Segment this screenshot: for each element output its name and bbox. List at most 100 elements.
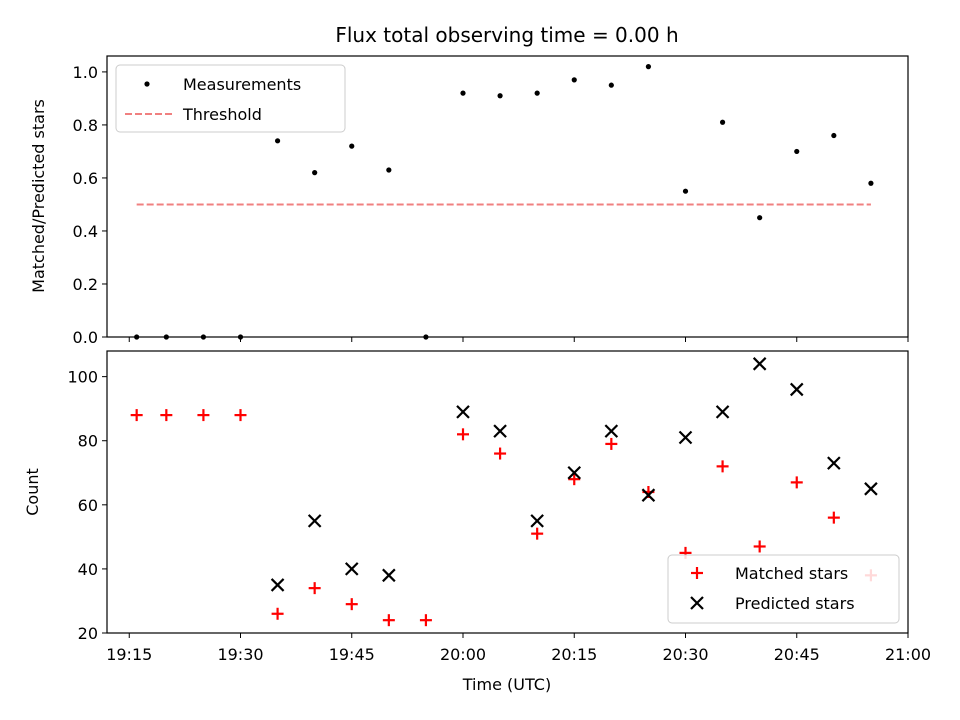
- top-y-tick-label: 1.0: [73, 63, 98, 82]
- x-tick-label: 20:00: [440, 645, 486, 664]
- top-y-tick-label: 0.6: [73, 169, 98, 188]
- x-tick-label: 20:30: [662, 645, 708, 664]
- top-y-tick-label: 0.8: [73, 116, 98, 135]
- predicted-star-stroke-b: [752, 357, 767, 371]
- predicted-star-stroke-b: [493, 424, 507, 438]
- matched-star-point: [345, 598, 358, 611]
- predicted-star-point: [604, 424, 619, 438]
- bottom-y-tick-label: 80: [78, 432, 98, 451]
- matched-star-point: [716, 460, 729, 473]
- measurements-legend-label: Measurements: [183, 75, 301, 94]
- matched-star-point: [234, 409, 247, 422]
- bottom-panel: 20 40 60 80 100 19:15 19:30 19:45 20:00 20:15 20:…: [23, 350, 931, 694]
- predicted-stars-legend-marker: [690, 596, 704, 610]
- matched-star-point: [605, 437, 618, 450]
- measurement-point: [386, 167, 392, 173]
- top-y-axis-label: Matched/Predicted stars: [29, 99, 48, 293]
- measurement-point: [163, 334, 169, 340]
- matched-star-point: [130, 409, 143, 422]
- matched-star-point: [457, 428, 469, 441]
- x-tick-label: 21:00: [885, 645, 931, 664]
- measurement-point: [682, 188, 689, 194]
- predicted-star-stroke-b: [530, 514, 544, 528]
- bottom-legend: Matched stars Predicted stars: [667, 554, 900, 624]
- matched-star-point: [568, 473, 581, 486]
- threshold-legend-label: Threshold: [182, 105, 262, 124]
- matched-star-point: [827, 511, 840, 524]
- top-y-tick-label: 0.2: [73, 275, 98, 294]
- predicted-star-stroke-b: [641, 488, 656, 502]
- measurement-point: [134, 334, 140, 340]
- bottom-y-axis: 20 40 60 80 100: [67, 368, 107, 643]
- predicted-star-stroke-b: [789, 382, 804, 397]
- top-y-tick-label: 0.4: [73, 222, 98, 241]
- x-axis-label: Time (UTC): [462, 675, 551, 694]
- measurement-point: [200, 334, 207, 340]
- measurement-point: [719, 119, 726, 125]
- matched-star-point: [382, 614, 395, 627]
- measurement-point: [497, 93, 503, 99]
- x-tick-label: 19:30: [217, 645, 263, 664]
- top-plot-frame: [106, 55, 909, 338]
- matched-star-point: [753, 540, 766, 553]
- bottom-y-axis-label: Count: [23, 468, 42, 516]
- measurement-point: [274, 138, 281, 144]
- measurements-legend-marker: [144, 81, 150, 87]
- measurement-point: [757, 215, 763, 221]
- predicted-star-stroke-b: [715, 405, 730, 419]
- predicted-star-stroke-b: [344, 562, 359, 576]
- predicted-star-stroke-b: [864, 482, 878, 496]
- predicted-star-point: [641, 488, 656, 502]
- predicted-star-stroke-b: [307, 514, 322, 528]
- bottom-legend-box: [667, 554, 900, 624]
- predicted-star-point: [864, 482, 878, 496]
- predicted-star-point: [567, 465, 582, 480]
- measurement-point: [608, 82, 614, 88]
- measurement-points-layer: [134, 64, 874, 340]
- measurement-point: [423, 334, 429, 340]
- predicted-star-point: [530, 514, 544, 528]
- measurement-point: [831, 132, 837, 139]
- measurement-point: [460, 90, 466, 96]
- x-tick-label: 19:15: [106, 645, 152, 664]
- measurement-point: [534, 90, 540, 96]
- bottom-y-tick-label: 20: [78, 624, 98, 643]
- bottom-x-axis: 19:15 19:30 19:45 20:00 20:15 20:30 20:45 21:00: [106, 633, 931, 664]
- matched-star-point: [197, 409, 210, 422]
- predicted-stars-layer: [270, 357, 878, 592]
- top-panel: 0.0 0.2 0.4 0.6 0.8 1.0 Matched/Predicted sta…: [29, 55, 909, 347]
- bottom-plot-frame: [106, 350, 909, 634]
- predicted-star-stroke-b: [456, 405, 470, 419]
- predicted-stars-legend-label: Predicted stars: [735, 594, 855, 613]
- predicted-star-point: [827, 456, 841, 470]
- matched-star-point: [160, 409, 173, 422]
- x-tick-label: 20:15: [551, 645, 597, 664]
- predicted-star-point: [382, 568, 396, 583]
- chart-title: Flux total observing time = 0.00 h: [335, 23, 678, 47]
- x-tick-label: 20:45: [774, 645, 820, 664]
- measurement-point: [312, 170, 318, 176]
- measurement-point: [868, 180, 874, 186]
- predicted-star-stroke-b: [604, 424, 619, 438]
- matched-star-point: [271, 607, 284, 620]
- matched-stars-legend-marker: [691, 567, 703, 579]
- measurement-point: [794, 148, 800, 155]
- predicted-star-stroke-b: [678, 430, 693, 445]
- top-legend: Measurements Threshold: [115, 64, 346, 133]
- measurement-point: [571, 77, 577, 83]
- predicted-star-point: [344, 562, 359, 576]
- matched-star-point: [494, 447, 507, 460]
- predicted-star-point: [789, 382, 804, 397]
- top-y-tick-label: 0.0: [73, 328, 98, 347]
- bottom-y-tick-label: 60: [78, 496, 98, 515]
- predicted-star-stroke-b: [567, 465, 582, 480]
- measurement-point: [237, 334, 244, 340]
- predicted-star-point: [678, 430, 693, 445]
- matched-star-point: [419, 614, 432, 627]
- predicted-star-point: [715, 405, 730, 419]
- bottom-y-tick-label: 100: [67, 368, 98, 387]
- top-y-axis: 0.0 0.2 0.4 0.6 0.8 1.0: [73, 63, 107, 347]
- predicted-star-point: [270, 578, 285, 592]
- predicted-star-stroke-b: [827, 456, 841, 470]
